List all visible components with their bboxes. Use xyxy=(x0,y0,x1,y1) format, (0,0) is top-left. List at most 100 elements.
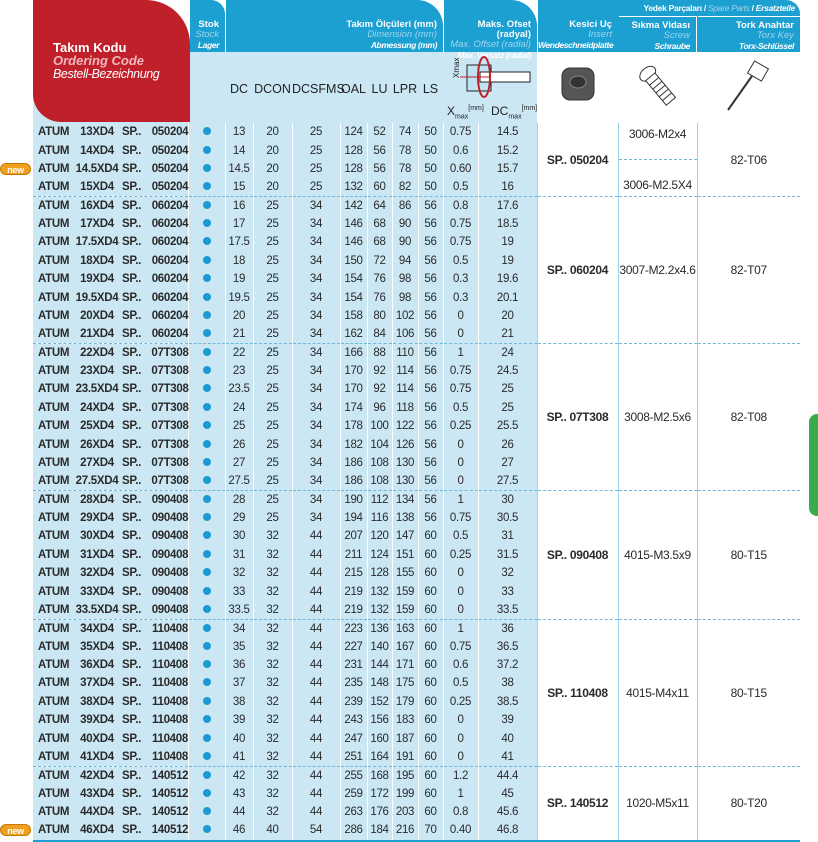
in-stock-dot-icon xyxy=(202,329,211,338)
code-part: 140512 xyxy=(151,787,189,800)
cell-oal: 190 xyxy=(339,489,367,509)
code-part: 07T308 xyxy=(151,475,189,488)
cell-dcmax: 24 xyxy=(477,342,537,362)
torx-key-code[interactable]: 82-T07 xyxy=(696,196,800,344)
code-part: SP.. xyxy=(122,309,142,322)
cell-ls: 60 xyxy=(417,637,443,656)
table-row: ATUM 41XD4 SP.. 110408 41 32 44 251 164 191 60 0 41 xyxy=(33,747,800,767)
code-part: 24XD4 xyxy=(80,401,114,414)
code-part: 07T308 xyxy=(151,438,189,451)
in-stock-dot-icon xyxy=(202,476,211,485)
cell-dcmax: 21 xyxy=(477,325,537,344)
code-part: SP.. xyxy=(122,769,142,782)
torx-key-code[interactable]: 80-T15 xyxy=(696,490,800,620)
cell-dcsfms: 34 xyxy=(291,325,340,344)
screw-code[interactable]: 3006-M2.5X4 xyxy=(617,159,697,197)
offset-header: Maks. Ofset (radyal) Max. Offset (radial… xyxy=(444,0,537,60)
code-part: SP.. xyxy=(122,438,142,451)
screw-code[interactable]: 3008-M2.5x6 xyxy=(617,343,697,491)
table-row: ATUM 15XD4 SP.. 050204 15 20 25 132 60 82 50 0.5 16 xyxy=(33,178,800,197)
cell-oal: 255 xyxy=(339,765,367,785)
code-part: SP.. xyxy=(122,383,142,396)
code-part: 39XD4 xyxy=(80,714,114,727)
torx-key-code[interactable]: 82-T08 xyxy=(696,343,800,491)
code-part: SP.. xyxy=(122,787,142,800)
table-row: ATUM 43XD4 SP.. 140512 43 32 44 259 172 199 60 1 45 xyxy=(33,784,800,803)
cell-oal: 239 xyxy=(339,692,367,711)
cell-lu: 136 xyxy=(366,618,392,638)
ordering-code: ATUM 22XD4 SP.. 07T308 xyxy=(33,342,189,362)
cell-xmax: 0 xyxy=(442,729,478,748)
cell-lpr: 90 xyxy=(391,233,418,252)
cell-dcon: 32 xyxy=(252,802,292,822)
table-row: ATUM 42XD4 SP.. 140512 42 32 44 255 168 195 60 1.2 4… xyxy=(33,765,800,840)
cell-dc: 14 xyxy=(224,141,253,160)
in-stock-dot-icon xyxy=(202,586,211,595)
code-part: 07T308 xyxy=(151,383,189,396)
code-part: SP.. xyxy=(122,291,142,304)
ordering-code: ATUM 17XD4 SP.. 060204 xyxy=(33,214,189,234)
cell-oal: 186 xyxy=(339,453,367,473)
code-part: 23XD4 xyxy=(80,365,114,378)
screw-tr: Sıkma Vidası xyxy=(631,20,690,31)
cell-dc: 25 xyxy=(224,417,253,436)
screw-code[interactable]: 3006-M2x4 xyxy=(617,123,697,160)
dimension-en: Dimension (mm) xyxy=(367,29,437,40)
cell-dcsfms: 44 xyxy=(291,692,340,711)
insert-code[interactable]: SP.. 060204 xyxy=(536,196,618,344)
cell-lpr: 195 xyxy=(391,765,418,785)
screw-code[interactable]: 4015-M3.5x9 xyxy=(617,490,697,620)
insert-code[interactable]: SP.. 07T308 xyxy=(536,343,618,491)
in-stock-dot-icon xyxy=(202,641,211,650)
cell-lu: 124 xyxy=(366,545,392,564)
screw-code[interactable]: 1020-M5x11 xyxy=(617,765,697,840)
insert-code[interactable]: SP.. 110408 xyxy=(536,618,618,767)
cell-dc: 34 xyxy=(224,618,253,638)
code-part: 36XD4 xyxy=(80,659,114,672)
cell-lu: 160 xyxy=(366,729,392,748)
in-stock-dot-icon xyxy=(202,127,211,136)
cell-lpr: 175 xyxy=(391,674,418,693)
code-part: 110408 xyxy=(152,677,188,690)
code-part: ATUM xyxy=(38,769,70,782)
cell-ls: 60 xyxy=(417,692,443,711)
xmax-sub: max xyxy=(455,113,469,121)
cell-ls: 60 xyxy=(417,747,443,767)
cell-oal: 263 xyxy=(339,802,367,822)
table-row: ATUM 30XD4 SP.. 090408 30 32 44 207 120 147 60 0.5 3… xyxy=(33,527,800,546)
code-part: SP.. xyxy=(122,254,142,267)
cell-dcmax: 31 xyxy=(477,527,537,546)
cell-dcmax: 46.8 xyxy=(477,821,537,840)
cell-xmax: 0.75 xyxy=(442,637,478,656)
cell-dcsfms: 34 xyxy=(291,453,340,473)
cell-ls: 50 xyxy=(417,178,443,197)
cell-oal: 231 xyxy=(339,655,367,675)
cell-lpr: 114 xyxy=(391,361,418,381)
insert-code[interactable]: SP.. 050204 xyxy=(536,123,618,197)
code-part: 110408 xyxy=(152,714,188,727)
cell-lpr: 122 xyxy=(391,417,418,436)
cell-xmax: 0.3 xyxy=(442,288,478,307)
code-part: SP.. xyxy=(122,695,142,708)
product-table: ATUM 13XD4 SP.. 050204 13 20 25 124 52 74 50 0.75 14… xyxy=(0,123,800,840)
insert-code[interactable]: SP.. 090408 xyxy=(536,490,618,620)
cell-dcon: 32 xyxy=(252,711,292,730)
code-part: 25XD4 xyxy=(80,420,114,433)
section-tab-green[interactable] xyxy=(809,414,818,516)
torx-key-code[interactable]: 82-T06 xyxy=(696,123,800,197)
cell-lpr: 191 xyxy=(391,747,418,767)
insert-tr-text: Kesici Uç xyxy=(569,19,612,30)
insert-code[interactable]: SP.. 140512 xyxy=(536,765,618,840)
code-part: 19.5XD4 xyxy=(75,291,119,304)
dcmax-text: DC xyxy=(491,104,509,118)
screw-code[interactable]: 3007-M2.2x4.6 xyxy=(617,196,697,344)
stock-indicator xyxy=(187,582,225,601)
torx-key-code[interactable]: 80-T20 xyxy=(696,765,800,840)
code-part: 110408 xyxy=(152,732,188,745)
cell-ls: 56 xyxy=(417,417,443,436)
cell-dcon: 32 xyxy=(252,564,292,583)
cell-lpr: 82 xyxy=(391,178,418,197)
screw-code[interactable]: 4015-M4x11 xyxy=(617,618,697,767)
torx-key-code[interactable]: 80-T15 xyxy=(696,618,800,767)
table-row: ATUM 23XD4 SP.. 07T308 23 25 34 170 92 114 56 0.75 2… xyxy=(33,361,800,381)
